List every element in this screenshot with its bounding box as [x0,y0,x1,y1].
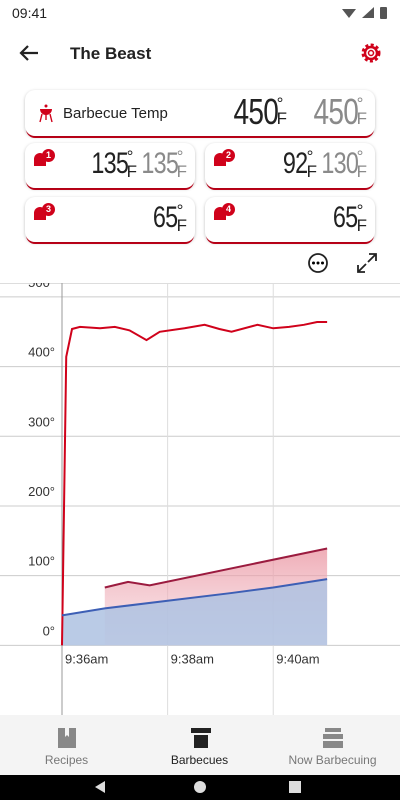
bottom-nav: Recipes Barbecues Now Barbecuing [0,715,400,775]
settings-button[interactable] [359,41,383,65]
text: 450 [233,91,278,132]
y-tick-label: 200° [28,484,55,499]
y-tick-label: 100° [28,554,55,569]
now-barbecuing-icon [323,728,343,748]
text: F [176,216,187,235]
probe-label: Barbecue Temp [63,105,168,122]
x-tick-label: 9:40am [276,651,319,666]
barbecues-icon [191,728,211,748]
page-title: The Beast [70,44,152,63]
text: F [306,162,317,181]
main-probe-card[interactable]: Barbecue Temp 450 ° F 450 ° F [25,90,375,136]
text: 2 [222,149,235,162]
divider [0,283,400,284]
target-temp: 450 ° F [301,92,367,132]
text: 65 [153,201,178,234]
text: F [126,162,137,181]
text: 450 [313,91,358,132]
text: 130 [320,147,358,180]
current-temp: 450 ° F [221,92,287,132]
text: F [276,109,287,128]
back-button[interactable] [18,44,40,62]
more-button[interactable] [307,252,329,274]
text: ° [306,147,314,166]
text: 135 [90,147,128,180]
text: ° [356,201,364,220]
current-temp: 65 ° F [146,199,187,237]
probe-badge: 3 [33,203,55,221]
probe-badge: 4 [213,203,235,221]
x-tick-label: 9:36am [65,651,108,666]
temperature-chart: 0° 100° 200° 300° 400° 500° 9:36am 9:38am 9:40am [0,283,400,715]
text: 135 [140,147,178,180]
system-nav [0,775,400,800]
probe-badge: 2 [213,149,235,167]
y-tick-label: 0° [43,623,55,638]
line [104,547,328,589]
recipes-icon [58,728,76,748]
y-tick-label: 300° [28,414,55,429]
text: 4 [222,203,235,216]
text: 65 [333,201,358,234]
current-temp: 135 ° F [81,145,137,183]
text: ° [176,147,184,166]
text: ° [176,201,184,220]
text: F [176,162,187,181]
line [61,321,328,646]
current-temp: 65 ° F [326,199,367,237]
area [62,579,328,646]
text: ° [356,147,364,166]
nav-item[interactable]: Now Barbecuing [288,753,377,767]
text: F [356,162,367,181]
target-temp: 130 ° F [311,145,367,183]
expand-button[interactable] [356,252,378,274]
status-bar: 09:41 [0,0,400,26]
probe-card[interactable]: 3 65 ° F [25,197,195,242]
text: 92 [283,147,308,180]
text: ° [276,94,284,113]
text: F [356,216,367,235]
probe-card[interactable]: 2 92 ° F 130 ° F [205,143,375,188]
text: ° [126,147,134,166]
line [61,578,328,617]
text: ° [356,94,364,113]
probe-card[interactable]: 1 135 ° F 135 ° F [25,143,195,188]
current-temp: 92 ° F [276,145,317,183]
y-tick-label: 500° [28,283,55,290]
nav-item[interactable]: Recipes [44,753,89,767]
probe-badge: 1 [33,149,55,167]
nav-item[interactable]: Barbecues [170,753,229,767]
grill-icon [39,104,53,123]
x-tick-label: 9:38am [171,651,214,666]
y-tick-label: 400° [28,345,55,360]
probe-card[interactable]: 4 65 ° F [205,197,375,242]
text: 1 [42,149,55,162]
text: 3 [42,203,55,216]
status-icons [342,7,387,19]
clock: 09:41 [12,5,48,21]
target-temp: 135 ° F [131,145,187,183]
text: F [356,109,367,128]
